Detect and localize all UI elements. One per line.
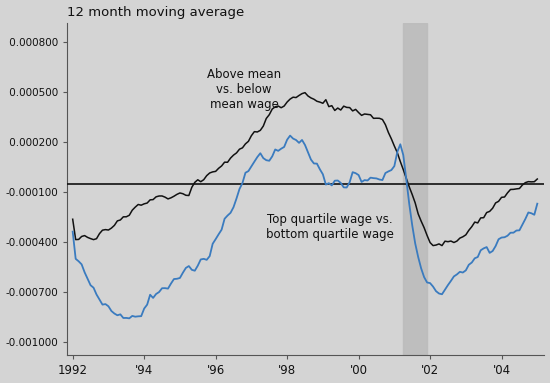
Text: Above mean
vs. below
mean wage: Above mean vs. below mean wage (207, 67, 281, 111)
Text: Top quartile wage vs.
bottom quartile wage: Top quartile wage vs. bottom quartile wa… (266, 213, 394, 241)
Text: 12 month moving average: 12 month moving average (67, 6, 245, 18)
Bar (403, 23, 427, 355)
